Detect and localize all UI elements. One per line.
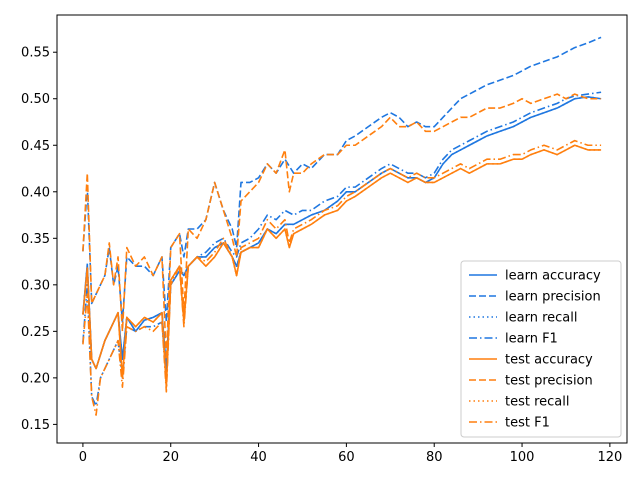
- series-test-f1: [82, 139, 602, 416]
- legend-label-learn-recall: learn recall: [505, 311, 577, 326]
- y-tick-label: 0.15: [21, 418, 50, 433]
- legend-label-test-precision: test precision: [505, 374, 593, 389]
- x-tick-label: 20: [162, 450, 179, 465]
- legend-label-test-accuracy: test accuracy: [505, 353, 593, 368]
- x-tick-label: 40: [250, 450, 267, 465]
- y-tick-label: 0.30: [21, 278, 50, 293]
- legend-label-learn-precision: learn precision: [505, 290, 601, 305]
- series-learn-recall: [82, 96, 602, 370]
- x-tick-label: 80: [426, 450, 443, 465]
- series-test-precision: [82, 93, 602, 361]
- x-tick-label: 120: [597, 450, 622, 465]
- series-layer: [82, 36, 602, 416]
- axes-layer: 0 20 40 60 80 100 120 0.15 0.20 0.25 0.30 0.35 0.40 0…: [21, 46, 622, 465]
- series-learn-precision: [82, 36, 602, 323]
- legend-label-test-recall: test recall: [505, 395, 570, 410]
- y-tick-label: 0.25: [21, 325, 50, 340]
- legend-label-learn-accuracy: learn accuracy: [505, 269, 601, 284]
- legend: learn accuracy learn precision learn recal…: [460, 260, 622, 438]
- plot-frame: [56, 14, 628, 444]
- legend-box: [460, 260, 622, 438]
- x-tick-label: 100: [510, 450, 535, 465]
- y-tick-label: 0.20: [21, 371, 50, 386]
- y-tick-label: 0.55: [21, 46, 50, 61]
- y-tick-label: 0.35: [21, 232, 50, 247]
- legend-label-learn-f1: learn F1: [505, 332, 558, 347]
- legend-label-test-f1: test F1: [505, 416, 550, 431]
- y-tick-label: 0.40: [21, 185, 50, 200]
- series-test-accuracy: [82, 144, 602, 388]
- x-tick-label: 60: [338, 450, 355, 465]
- y-tick-label: 0.50: [21, 92, 50, 107]
- y-tick-label: 0.45: [21, 139, 50, 154]
- x-tick-label: 0: [79, 450, 87, 465]
